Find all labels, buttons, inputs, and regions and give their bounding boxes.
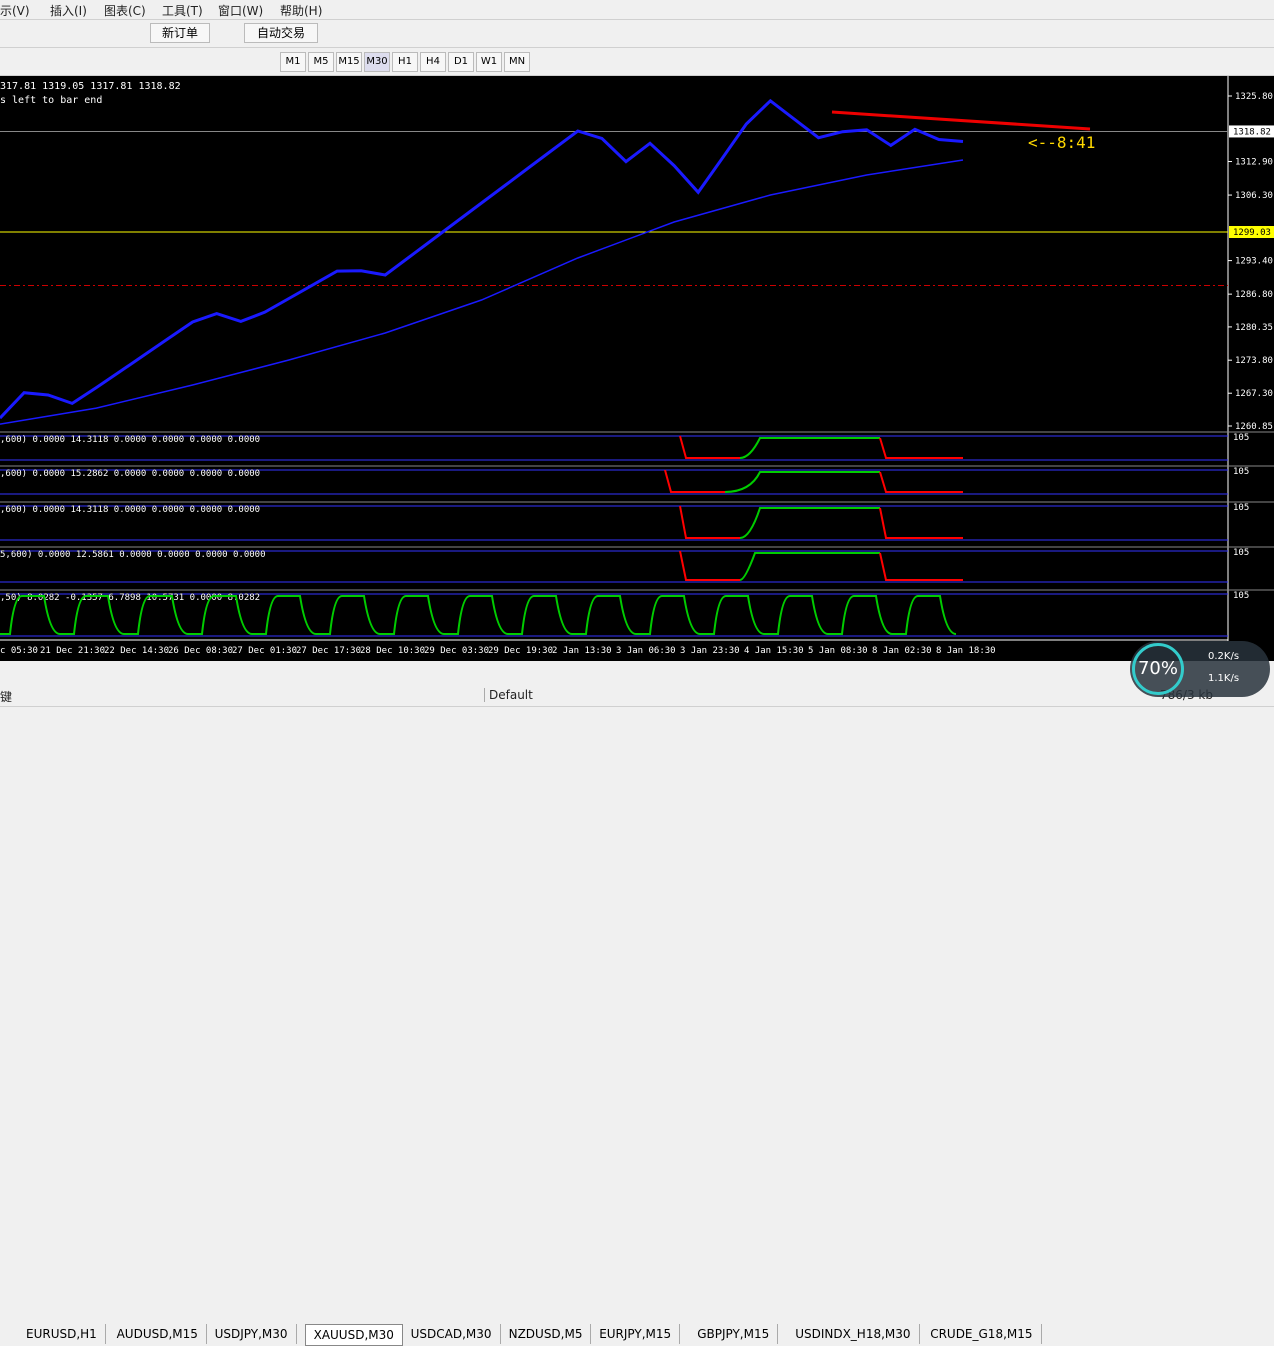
menu-item[interactable]: 窗口(W) — [218, 4, 264, 18]
y-tick-label: 1267.30 — [1235, 389, 1273, 399]
zigzag-line — [0, 98, 964, 420]
x-tick-label: 29 Dec 03:30 — [424, 646, 489, 656]
trend-line — [831, 110, 1091, 131]
symbol-tab[interactable]: USDINDX_H18,M30 — [787, 1324, 920, 1344]
y-tick-label: 1293.40 — [1235, 257, 1273, 267]
indicator-header: ,600) 0.0000 15.2862 0.0000 0.0000 0.000… — [0, 469, 260, 479]
timeframe-button[interactable]: W1 — [476, 52, 502, 72]
y-tick-label: 1325.80 — [1235, 92, 1273, 102]
timeframe-button[interactable]: H1 — [392, 52, 418, 72]
price-tag — [1229, 226, 1274, 238]
x-tick-label: 3 Jan 06:30 — [616, 646, 676, 656]
menu-item[interactable]: 图表(C) — [104, 4, 146, 18]
x-tick-label: 4 Jan 15:30 — [744, 646, 804, 656]
level-label: 105 — [1233, 548, 1249, 558]
y-tick-label: 1260.85 — [1235, 422, 1273, 432]
timeframe-button[interactable]: MN — [504, 52, 530, 72]
menu-item[interactable]: 帮助(H) — [280, 4, 323, 18]
indicator-header: ,600) 0.0000 14.3118 0.0000 0.0000 0.000… — [0, 435, 260, 445]
indicator-curve-red — [879, 437, 963, 459]
indicator-curve-red — [679, 435, 740, 459]
indicator-header: ,50) 8.0282 -0.1357 6.7898 10.5731 0.000… — [0, 593, 260, 603]
chart-background — [0, 76, 1274, 661]
y-tick-label: 1306.30 — [1235, 191, 1273, 201]
auto-trade-button[interactable]: 自动交易 — [244, 23, 318, 43]
symbol-tab[interactable]: GBPJPY,M15 — [689, 1324, 779, 1344]
oscillator-curve — [0, 595, 957, 635]
symbol-tab[interactable]: AUDUSD,M15 — [109, 1324, 207, 1344]
countdown: <--8:41 — [1028, 133, 1095, 152]
network-widget: 70% 0.2K/s 1.1K/s — [1130, 641, 1270, 697]
indicator-curve-green — [724, 471, 880, 493]
symbol-tab[interactable]: USDCAD,M30 — [403, 1324, 501, 1344]
level-label: 105 — [1233, 503, 1249, 513]
toolbar: 新订单 自动交易 — [0, 20, 1274, 48]
timeframe-button[interactable]: M30 — [364, 52, 390, 72]
indicator-curve-red — [879, 471, 963, 493]
symbol-tab[interactable]: CRUDE_G18,M15 — [922, 1324, 1042, 1344]
menu-item[interactable]: 工具(T) — [162, 4, 203, 18]
symbol-tab[interactable]: USDJPY,M30 — [207, 1324, 297, 1344]
timeframe-button[interactable]: H4 — [420, 52, 446, 72]
x-tick-label: 27 Dec 17:30 — [296, 646, 361, 656]
y-tick-label: 1273.80 — [1235, 356, 1273, 366]
x-tick-label: 5 Jan 08:30 — [808, 646, 868, 656]
indicator-header: 5,600) 0.0000 12.5861 0.0000 0.0000 0.00… — [0, 550, 266, 560]
bar-note: s left to bar end — [0, 95, 102, 106]
indicator-curve-red — [679, 550, 740, 581]
level-label: 105 — [1233, 467, 1249, 477]
price-tag-label: 1299.03 — [1233, 228, 1271, 238]
x-tick-label: 3 Jan 23:30 — [680, 646, 740, 656]
cpu-percent: 70% — [1132, 643, 1184, 695]
y-tick-label: 1280.35 — [1235, 323, 1273, 333]
symbol-tab[interactable]: EURUSD,H1 — [18, 1324, 106, 1344]
status-bar: 键 Default 786/3 kb — [0, 686, 1274, 707]
x-tick-label: 8 Jan 02:30 — [872, 646, 932, 656]
indicator-curve-green — [739, 507, 880, 539]
x-tick-label: 26 Dec 08:30 — [168, 646, 233, 656]
new-order-button[interactable]: 新订单 — [150, 23, 210, 43]
x-tick-label: 2 Jan 13:30 — [552, 646, 612, 656]
menu-item[interactable]: 示(V) — [0, 4, 30, 18]
y-tick-label: 1312.90 — [1235, 158, 1273, 168]
price-tag — [1229, 125, 1274, 138]
indicator-curve-red — [879, 552, 963, 581]
x-tick-label: c 05:30 — [0, 646, 38, 656]
timeframe-button[interactable]: D1 — [448, 52, 474, 72]
x-tick-label: 28 Dec 10:30 — [360, 646, 425, 656]
chart-window: 317.81 1319.05 1317.81 1318.82 s left to… — [0, 76, 1274, 661]
indicator-curve-red — [679, 505, 740, 539]
menu-bar: 示(V) 插入(I) 图表(C) 工具(T) 窗口(W) 帮助(H) — [0, 0, 1274, 20]
upload-speed: 0.2K/s — [1208, 651, 1240, 662]
menu-item[interactable]: 插入(I) — [50, 4, 87, 18]
y-tick-label: 1286.80 — [1235, 290, 1273, 300]
symbol-tab[interactable]: EURJPY,M15 — [591, 1324, 681, 1344]
indicator-header: ,600) 0.0000 14.3118 0.0000 0.0000 0.000… — [0, 505, 260, 515]
timeframe-button[interactable]: M15 — [336, 52, 362, 72]
indicator-curve-red — [664, 469, 725, 493]
status-left: 键 — [0, 690, 13, 704]
symbol-tab[interactable]: XAUUSD,M30 — [304, 1324, 403, 1346]
timeframe-button[interactable]: M1 — [280, 52, 306, 72]
level-label: 105 — [1233, 591, 1249, 601]
x-tick-label: 27 Dec 01:30 — [232, 646, 297, 656]
ohlc-info: 317.81 1319.05 1317.81 1318.82 — [0, 81, 181, 92]
toolbar-timeframes: M1 M5 M15 M30 H1 H4 D1 W1 MN — [0, 48, 1274, 76]
x-tick-label: 22 Dec 14:30 — [104, 646, 169, 656]
profile: Default — [484, 688, 533, 702]
indicator-curve-green — [739, 552, 880, 581]
timeframe-button[interactable]: M5 — [308, 52, 334, 72]
indicator-curve-red — [879, 507, 963, 539]
x-tick-label: 8 Jan 18:30 — [936, 646, 996, 656]
download-speed: 1.1K/s — [1208, 673, 1240, 684]
ma-line — [0, 159, 964, 425]
tab-bar: EURUSD,H1 AUDUSD,M15 USDJPY,M30 XAUUSD,M30 U… — [0, 661, 1274, 1346]
price-tag-label: 1318.82 — [1233, 127, 1271, 137]
x-tick-label: 29 Dec 19:30 — [488, 646, 553, 656]
level-label: 105 — [1233, 433, 1249, 443]
symbol-tab[interactable]: NZDUSD,M5 — [501, 1324, 592, 1344]
indicator-curve-green — [739, 437, 880, 459]
x-tick-label: 21 Dec 21:30 — [40, 646, 105, 656]
